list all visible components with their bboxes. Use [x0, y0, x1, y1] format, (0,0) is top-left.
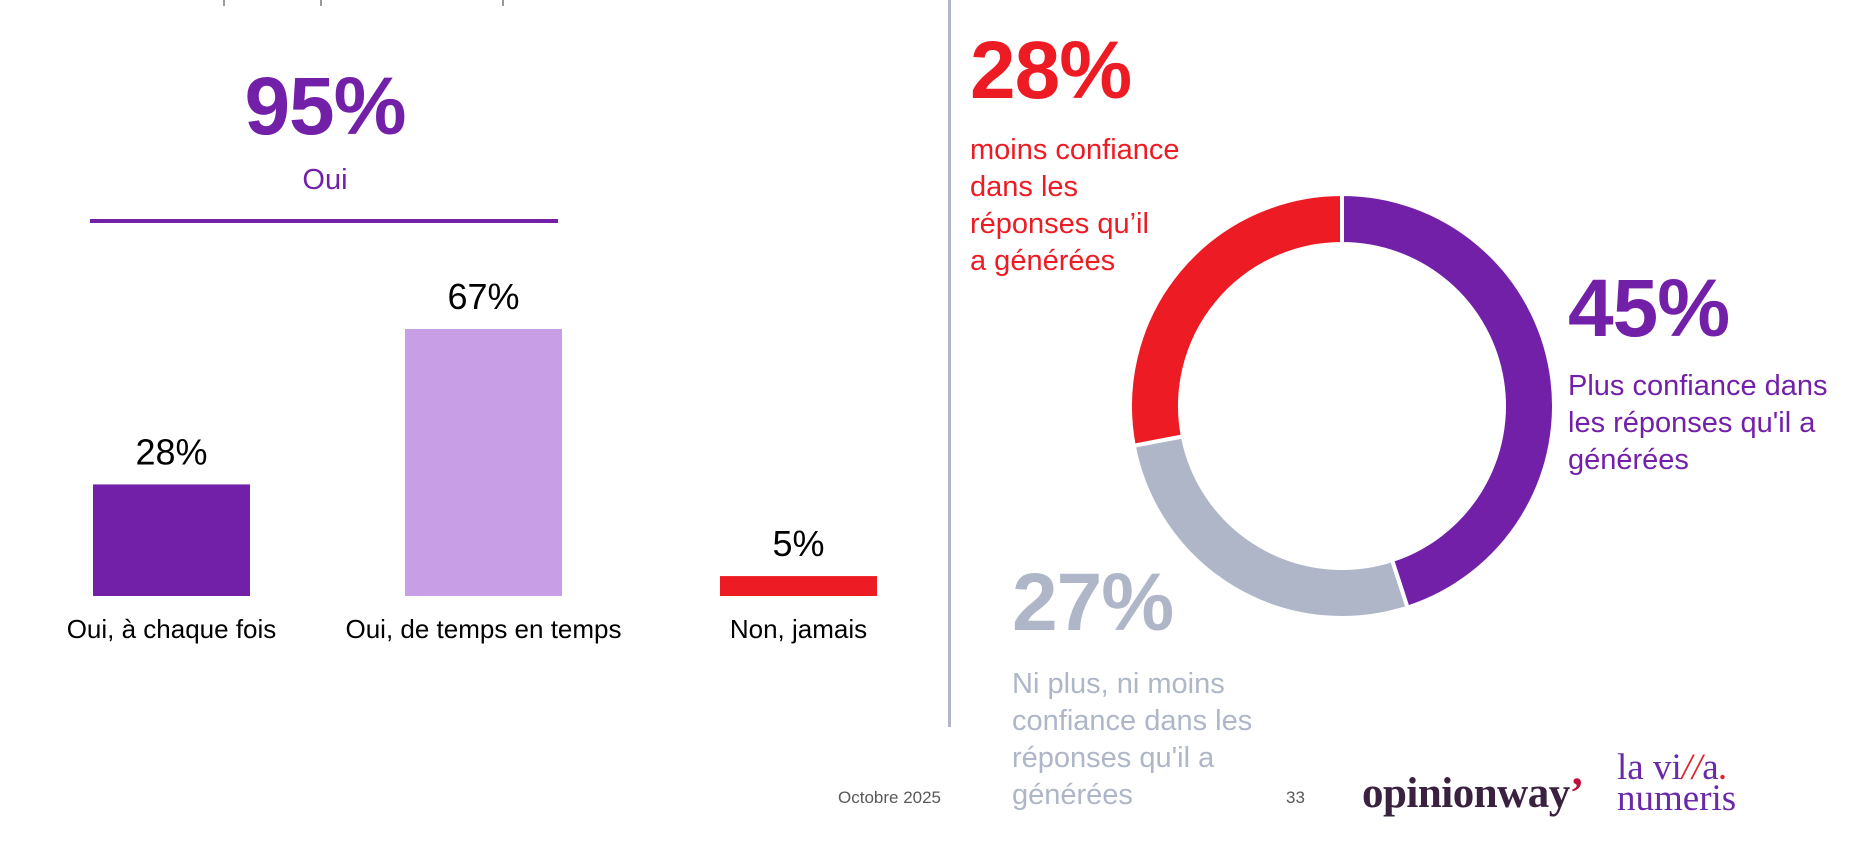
- cropped-glyph: [223, 0, 225, 6]
- donut-slices: [1128, 191, 1556, 620]
- page-number: 33: [1286, 788, 1305, 807]
- bar-value-label: 28%: [135, 431, 207, 472]
- callout-line: générées: [1568, 444, 1689, 476]
- donut-slice: [1128, 191, 1344, 449]
- footer-date: Octobre 2025: [838, 788, 942, 807]
- callout-line: Ni plus, ni moins: [1012, 668, 1225, 700]
- bar-value-label: 5%: [772, 523, 824, 564]
- cropped-glyph: [502, 0, 504, 6]
- callout-line: réponses qu'il a: [1012, 742, 1215, 774]
- panel-divider: [948, 0, 951, 727]
- callout-line: générées: [1012, 779, 1133, 811]
- callout-label: Plus confiance dans les réponses qu'il a…: [1568, 368, 1858, 479]
- villa-numeris-logo: la vi//a. numeris: [1617, 749, 1737, 819]
- headline-percentage: 95%: [244, 61, 406, 152]
- villa-logo-line2: numeris: [1617, 778, 1737, 819]
- callout-line: dans les: [970, 171, 1079, 203]
- cropped-glyph: [320, 0, 322, 6]
- opinionway-wordmark: opinionway: [1362, 770, 1570, 817]
- callout-line: les réponses qu'il a: [1568, 407, 1816, 439]
- villa-logo-dot: .: [1718, 747, 1728, 788]
- villa-logo-text: a: [1702, 747, 1719, 788]
- headline-label: Oui: [302, 164, 348, 196]
- callout-label: moins confiance dans les réponses qu’il …: [970, 132, 1220, 280]
- callout-less-confidence: 28% moins confiance dans les réponses qu…: [970, 30, 1220, 280]
- bar-category-label: Non, jamais: [730, 614, 867, 644]
- donut-slice: [1340, 191, 1556, 611]
- callout-line: réponses qu’il: [970, 208, 1149, 240]
- villa-logo-text: la vi: [1617, 747, 1682, 788]
- bar-value-label: 67%: [447, 276, 519, 317]
- callout-line: confiance dans les: [1012, 705, 1253, 737]
- bar: [93, 484, 250, 596]
- callout-line: a générées: [970, 245, 1116, 277]
- cropped-title-remnants: [0, 0, 960, 8]
- callout-value: 28%: [970, 25, 1132, 116]
- bar-category-label: Oui, à chaque fois: [67, 614, 277, 644]
- callout-line: moins confiance: [970, 134, 1180, 166]
- bars: 28% Oui, à chaque fois 67% Oui, de temps en…: [67, 276, 877, 644]
- bar: [720, 576, 877, 596]
- bar: [405, 329, 562, 596]
- bar-category-label: Oui, de temps en temps: [345, 614, 621, 644]
- callout-line: Plus confiance dans: [1568, 370, 1828, 402]
- headline-underline: [90, 219, 558, 223]
- opinionway-apostrophe-mark: ’: [1569, 770, 1584, 817]
- callout-value: 27%: [1012, 557, 1174, 648]
- callout-label: Ni plus, ni moins confiance dans les rép…: [1012, 666, 1292, 814]
- callout-value: 45%: [1568, 263, 1730, 354]
- opinionway-logo: opinionway’: [1362, 772, 1584, 815]
- bar-chart: 28% Oui, à chaque fois 67% Oui, de temps en…: [67, 276, 877, 644]
- villa-logo-line1: la vi//a.: [1617, 749, 1736, 786]
- villa-logo-slashes: //: [1681, 747, 1703, 788]
- callout-neutral-confidence: 27% Ni plus, ni moins confiance dans les…: [1012, 562, 1292, 814]
- callout-more-confidence: 45% Plus confiance dans les réponses qu'…: [1568, 268, 1858, 479]
